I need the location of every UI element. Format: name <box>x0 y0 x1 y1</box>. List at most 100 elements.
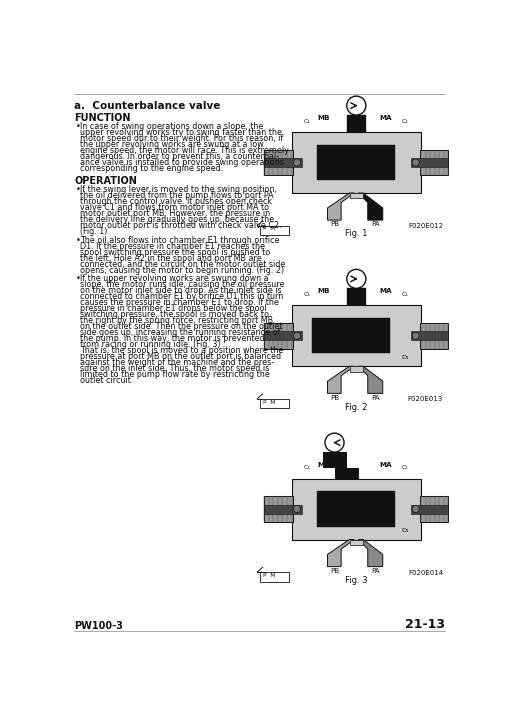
Text: engine speed, the motor will race. This is extremely: engine speed, the motor will race. This … <box>81 146 289 155</box>
Polygon shape <box>358 539 383 567</box>
Text: from racing or running idle. (Fig. 3): from racing or running idle. (Fig. 3) <box>81 340 221 349</box>
Text: pressure at port MB on the outlet port is balanced: pressure at port MB on the outlet port i… <box>81 352 281 361</box>
Bar <box>317 145 395 180</box>
Text: P  M: P M <box>263 400 275 405</box>
Text: •: • <box>76 122 81 131</box>
Bar <box>264 150 293 175</box>
Bar <box>264 496 293 522</box>
Text: pressure in chamber E1 drops below the spool: pressure in chamber E1 drops below the s… <box>81 304 267 313</box>
Text: Fig. 1: Fig. 1 <box>345 229 368 238</box>
Text: F020E012: F020E012 <box>408 223 443 229</box>
Circle shape <box>412 505 419 513</box>
Text: PW100-3: PW100-3 <box>74 620 123 631</box>
Text: F020E013: F020E013 <box>408 396 443 403</box>
Bar <box>317 491 395 527</box>
Text: motor speed dur to their weight. For this reason, if: motor speed dur to their weight. For thi… <box>81 134 284 142</box>
Circle shape <box>412 332 419 339</box>
Text: F020E014: F020E014 <box>408 569 443 576</box>
Polygon shape <box>328 193 354 220</box>
Text: •: • <box>76 236 81 244</box>
Circle shape <box>347 270 366 288</box>
Text: corresponding to the engine speed.: corresponding to the engine speed. <box>81 164 224 173</box>
Text: MA: MA <box>380 462 392 467</box>
Text: P  M: P M <box>263 226 275 232</box>
Text: through the control valve. It pushes open check: through the control valve. It pushes ope… <box>81 197 273 206</box>
Bar <box>260 226 288 235</box>
Bar <box>349 366 363 372</box>
Text: In case of swing operations down a slope, the: In case of swing operations down a slope… <box>81 122 264 131</box>
Text: connected, and the circuit on the motor outlet side: connected, and the circuit on the motor … <box>81 260 286 268</box>
Text: D1. If the pressure in chamber E1 reaches the: D1. If the pressure in chamber E1 reache… <box>81 242 266 250</box>
Text: 21-13: 21-13 <box>406 618 446 631</box>
Text: MB: MB <box>318 288 330 294</box>
Text: C₁: C₁ <box>402 119 409 124</box>
Polygon shape <box>328 366 354 393</box>
Text: C₁: C₁ <box>304 292 311 297</box>
Bar <box>264 331 302 340</box>
Text: spool switching pressure the spool is pushed to: spool switching pressure the spool is pu… <box>81 247 271 257</box>
Circle shape <box>294 505 301 513</box>
Text: PB: PB <box>330 568 339 574</box>
Text: against the weight of the machine and the pres-: against the weight of the machine and th… <box>81 358 275 367</box>
Circle shape <box>412 159 419 166</box>
Text: limited to the pump flow rate by restricting the: limited to the pump flow rate by restric… <box>81 370 270 379</box>
Polygon shape <box>358 366 383 393</box>
Text: OPERATION: OPERATION <box>74 176 137 186</box>
Bar <box>411 505 448 513</box>
Polygon shape <box>328 539 354 567</box>
Text: If the upper revolving works are swung down a: If the upper revolving works are swung d… <box>81 274 269 283</box>
Text: C₁: C₁ <box>402 292 409 297</box>
Text: C₁: C₁ <box>304 119 311 124</box>
Text: opens, causing the motor to begin running. (Fig. 2): opens, causing the motor to begin runnin… <box>81 265 284 275</box>
Bar <box>411 158 448 167</box>
Text: PB: PB <box>330 221 339 227</box>
Bar <box>349 193 363 198</box>
Text: P  M: P M <box>263 573 275 578</box>
Bar <box>347 115 366 132</box>
Text: the pump. In this way, the motor is prevented: the pump. In this way, the motor is prev… <box>81 334 265 343</box>
Text: dangerous. In order to prevent this, a counterbal-: dangerous. In order to prevent this, a c… <box>81 152 279 161</box>
Bar <box>260 399 288 408</box>
Text: Fig. 2: Fig. 2 <box>345 403 368 411</box>
Text: causes the pressure in chamber E1 to drop. If the: causes the pressure in chamber E1 to dro… <box>81 298 279 307</box>
Bar <box>264 323 293 349</box>
Text: the right by the spring force, restricting port MB: the right by the spring force, restricti… <box>81 316 274 325</box>
Polygon shape <box>358 193 383 220</box>
Text: •: • <box>76 186 81 194</box>
Circle shape <box>294 159 301 166</box>
Text: If the swing lever is moved to the swing position,: If the swing lever is moved to the swing… <box>81 186 277 194</box>
Text: on the motor inlet side to drop. As the inlet side is: on the motor inlet side to drop. As the … <box>81 286 282 295</box>
Text: on the outlet side. Then the pressure on the outlet: on the outlet side. Then the pressure on… <box>81 322 283 331</box>
Text: C₁: C₁ <box>304 465 311 470</box>
Bar <box>349 539 363 545</box>
Text: ance valve is installed to provide swing operations: ance valve is installed to provide swing… <box>81 157 284 167</box>
Text: slope, the motor runs idle, causing the oil pressure: slope, the motor runs idle, causing the … <box>81 280 285 289</box>
Text: upper revolving works try to swing faster than the: upper revolving works try to swing faste… <box>81 128 282 137</box>
Text: That is, the spool is moved to a position where the: That is, the spool is moved to a positio… <box>81 346 284 355</box>
Text: PA: PA <box>371 221 380 227</box>
Text: connected to chamber E1 by orifice D1 this in turn: connected to chamber E1 by orifice D1 th… <box>81 292 284 301</box>
Bar <box>420 150 448 175</box>
Text: side goes up, increasing the running resistance of: side goes up, increasing the running res… <box>81 328 281 337</box>
Text: the upper revolving works are swung at a low: the upper revolving works are swung at a… <box>81 139 264 149</box>
Text: outlet circuit.: outlet circuit. <box>81 376 134 385</box>
Text: •: • <box>76 274 81 283</box>
Text: D₁: D₁ <box>402 528 409 533</box>
Text: C₁: C₁ <box>402 465 409 470</box>
Bar <box>264 158 302 167</box>
Bar <box>312 318 390 354</box>
Text: D₁: D₁ <box>402 354 409 360</box>
Text: The oil also flows into chamber E1 through orifice: The oil also flows into chamber E1 throu… <box>81 236 280 244</box>
Text: motor outlet port MB. However, the pressure in: motor outlet port MB. However, the press… <box>81 209 271 218</box>
Text: sure on the inlet side. Thus, the motor speed is: sure on the inlet side. Thus, the motor … <box>81 364 270 373</box>
Text: MA: MA <box>380 288 392 294</box>
Bar <box>420 323 448 349</box>
Text: the oil delivered from the pump flows to port PA: the oil delivered from the pump flows to… <box>81 191 274 200</box>
Text: FUNCTION: FUNCTION <box>74 113 131 123</box>
Text: MB: MB <box>318 462 330 467</box>
Text: switching pressure, the spool is moved back to: switching pressure, the spool is moved b… <box>81 310 269 319</box>
Bar <box>260 572 288 582</box>
Bar <box>264 505 302 513</box>
Text: valve C1 and flows from motor inlet port MA to: valve C1 and flows from motor inlet port… <box>81 203 270 212</box>
Text: MB: MB <box>318 115 330 122</box>
